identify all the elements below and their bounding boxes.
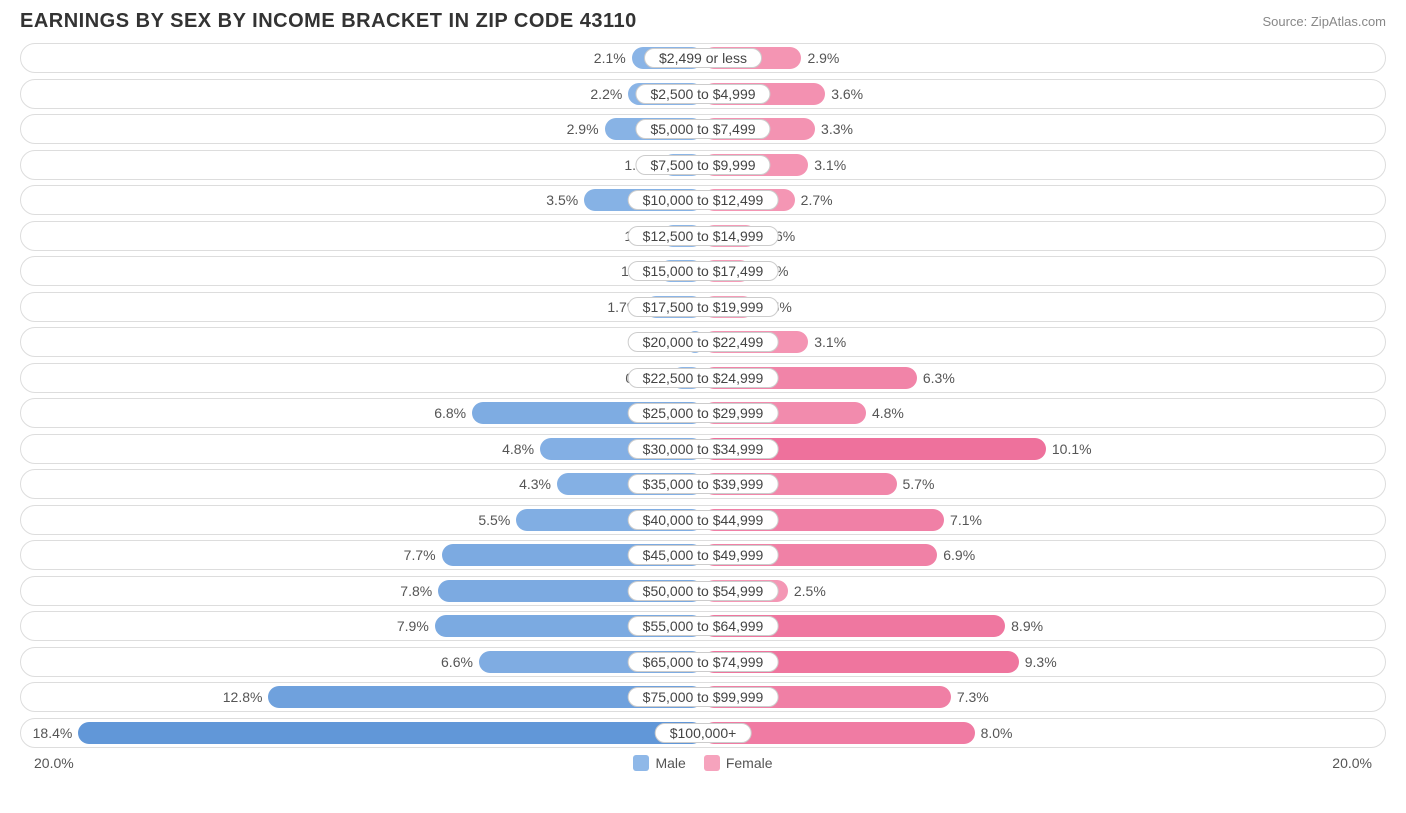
- chart-header: EARNINGS BY SEX BY INCOME BRACKET IN ZIP…: [0, 0, 1406, 39]
- chart-row: 4.8% 10.1% $30,000 to $34,999: [20, 434, 1386, 464]
- chart-row: 1.2%3.1%$7,500 to $9,999: [20, 150, 1386, 180]
- category-label: $35,000 to $39,999: [628, 474, 779, 494]
- value-label-female: 8.0%: [975, 725, 1013, 741]
- chart-row: 7.7% 6.9% $45,000 to $49,999: [20, 540, 1386, 570]
- value-label-male: 2.2%: [590, 86, 628, 102]
- category-label: $12,500 to $14,999: [628, 226, 779, 246]
- chart-row: 0.47%3.1%$20,000 to $22,499: [20, 327, 1386, 357]
- chart-row: 1.3%1.4%$15,000 to $17,499: [20, 256, 1386, 286]
- chart-row: 2.1% 2.9% $2,499 or less: [20, 43, 1386, 73]
- value-label-male: 7.8%: [400, 583, 438, 599]
- value-label-female: 3.1%: [808, 334, 846, 350]
- category-label: $65,000 to $74,999: [628, 652, 779, 672]
- category-label: $22,500 to $24,999: [628, 368, 779, 388]
- chart-row: 2.9% 3.3% $5,000 to $7,499: [20, 114, 1386, 144]
- value-label-female: 10.1%: [1046, 441, 1092, 457]
- value-label-male: 5.5%: [478, 512, 516, 528]
- chart-row: 2.2% 3.6% $2,500 to $4,999: [20, 79, 1386, 109]
- category-label: $55,000 to $64,999: [628, 616, 779, 636]
- value-label-female: 3.3%: [815, 121, 853, 137]
- value-label-female: 8.9%: [1005, 618, 1043, 634]
- value-label-female: 4.8%: [866, 405, 904, 421]
- category-label: $100,000+: [655, 723, 752, 743]
- category-label: $25,000 to $29,999: [628, 403, 779, 423]
- value-label-female: 6.9%: [937, 547, 975, 563]
- chart-row: 12.8% 7.3% $75,000 to $99,999: [20, 682, 1386, 712]
- value-label-female: 2.7%: [795, 192, 833, 208]
- category-label: $2,500 to $4,999: [635, 84, 770, 104]
- value-label-female: 5.7%: [897, 476, 935, 492]
- chart-row: 4.3% 5.7% $35,000 to $39,999: [20, 469, 1386, 499]
- value-label-female: 2.9%: [801, 50, 839, 66]
- chart-row: 0.94%6.3%$22,500 to $24,999: [20, 363, 1386, 393]
- value-label-male: 4.3%: [519, 476, 557, 492]
- chart-row: 1.7%1.5%$17,500 to $19,999: [20, 292, 1386, 322]
- chart-area: 2.1% 2.9% $2,499 or less 2.2% 3.6% $2,500 to …: [0, 39, 1406, 748]
- category-label: $17,500 to $19,999: [628, 297, 779, 317]
- value-label-female: 3.1%: [808, 157, 846, 173]
- chart-row: 1.2%1.6%$12,500 to $14,999: [20, 221, 1386, 251]
- chart-row: 3.5% 2.7% $10,000 to $12,499: [20, 185, 1386, 215]
- category-label: $5,000 to $7,499: [635, 119, 770, 139]
- category-label: $75,000 to $99,999: [628, 687, 779, 707]
- category-label: $30,000 to $34,999: [628, 439, 779, 459]
- category-label: $45,000 to $49,999: [628, 545, 779, 565]
- category-label: $10,000 to $12,499: [628, 190, 779, 210]
- value-label-male: 12.8%: [223, 689, 269, 705]
- chart-title: EARNINGS BY SEX BY INCOME BRACKET IN ZIP…: [20, 10, 637, 33]
- value-label-male: 7.7%: [404, 547, 442, 563]
- chart-footer: 20.0% Male Female 20.0%: [0, 753, 1406, 771]
- category-label: $20,000 to $22,499: [628, 332, 779, 352]
- value-label-male: 18.4%: [33, 725, 79, 741]
- chart-row: 5.5% 7.1% $40,000 to $44,999: [20, 505, 1386, 535]
- chart-row: 6.6% 9.3% $65,000 to $74,999: [20, 647, 1386, 677]
- axis-max-left: 20.0%: [34, 755, 74, 771]
- legend: Male Female: [74, 755, 1333, 771]
- chart-row: 7.8% 2.5% $50,000 to $54,999: [20, 576, 1386, 606]
- value-label-female: 3.6%: [825, 86, 863, 102]
- category-label: $50,000 to $54,999: [628, 581, 779, 601]
- category-label: $7,500 to $9,999: [635, 155, 770, 175]
- legend-label-male: Male: [655, 755, 685, 771]
- legend-swatch-female: [704, 755, 720, 771]
- chart-row: 6.8% 4.8% $25,000 to $29,999: [20, 398, 1386, 428]
- category-label: $2,499 or less: [644, 48, 762, 68]
- bar-male: [78, 722, 703, 744]
- value-label-female: 7.3%: [951, 689, 989, 705]
- value-label-female: 9.3%: [1019, 654, 1057, 670]
- value-label-female: 2.5%: [788, 583, 826, 599]
- axis-max-right: 20.0%: [1332, 755, 1372, 771]
- legend-item-female: Female: [704, 755, 773, 771]
- chart-row: 7.9% 8.9% $55,000 to $64,999: [20, 611, 1386, 641]
- value-label-male: 6.8%: [434, 405, 472, 421]
- chart-source: Source: ZipAtlas.com: [1262, 14, 1386, 29]
- category-label: $40,000 to $44,999: [628, 510, 779, 530]
- value-label-male: 4.8%: [502, 441, 540, 457]
- category-label: $15,000 to $17,499: [628, 261, 779, 281]
- value-label-male: 2.1%: [594, 50, 632, 66]
- value-label-male: 2.9%: [567, 121, 605, 137]
- value-label-male: 3.5%: [546, 192, 584, 208]
- value-label-female: 7.1%: [944, 512, 982, 528]
- value-label-female: 6.3%: [917, 370, 955, 386]
- legend-swatch-male: [633, 755, 649, 771]
- value-label-male: 6.6%: [441, 654, 479, 670]
- legend-item-male: Male: [633, 755, 685, 771]
- chart-row: 18.4% 8.0% $100,000+: [20, 718, 1386, 748]
- value-label-male: 7.9%: [397, 618, 435, 634]
- legend-label-female: Female: [726, 755, 773, 771]
